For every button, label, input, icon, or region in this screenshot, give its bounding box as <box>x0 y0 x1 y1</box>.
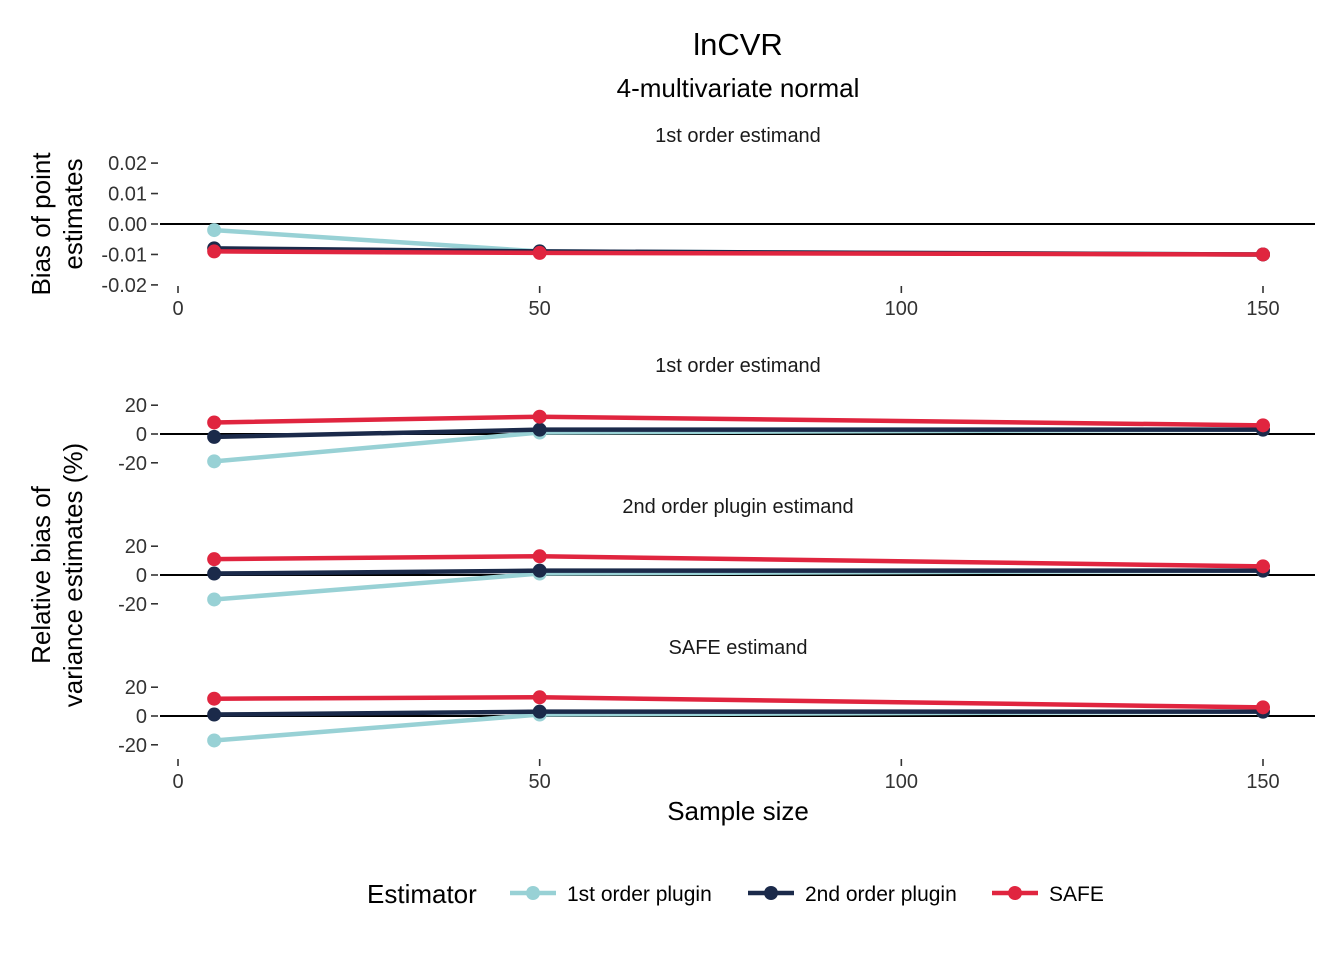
panel-3-x-tick-label: 50 <box>529 771 551 793</box>
panel-2-point-safe <box>207 552 222 567</box>
panel-2-point-1st-order-plugin <box>207 592 222 607</box>
panel-1-point-safe <box>207 415 222 430</box>
legend: Estimator 1st order plugin 2nd order plug… <box>367 879 1104 909</box>
panel-0-point-safe <box>207 244 222 259</box>
panel-1-point-2nd-order-plugin <box>207 429 222 444</box>
legend-key-point-2nd-order-plugin <box>764 886 778 900</box>
panel-2-y-tick-label: 20 <box>125 536 147 558</box>
panel-2-point-2nd-order-plugin <box>207 566 222 581</box>
y-axis-label-top-line2: estimates <box>58 158 88 269</box>
panel-2-strip-label: 2nd order plugin estimand <box>622 496 853 518</box>
legend-label-2nd-order-plugin: 2nd order plugin <box>805 883 957 906</box>
panel-0-x-tick-label: 100 <box>885 298 918 320</box>
panel-3-series-line-safe <box>214 695 1264 710</box>
panel-0-x-tick-label: 150 <box>1246 298 1279 320</box>
panel-3-x-tick-label: 150 <box>1246 771 1279 793</box>
panel-3-y-tick-label: 20 <box>125 677 147 699</box>
panel-0-y-tick-label: 0.00 <box>108 214 147 236</box>
y-axis-label-lower-line2: variance estimates (%) <box>58 443 88 707</box>
panel-0-strip-label: 1st order estimand <box>655 125 821 147</box>
panel-1-y-tick-label: 0 <box>136 424 147 446</box>
panel-2-y-tick-label: -20 <box>118 594 147 616</box>
panel-3-y-tick-label: -20 <box>118 735 147 757</box>
panel-3-strip-label: SAFE estimand <box>669 637 808 659</box>
panel-0-y-tick-label: -0.01 <box>101 244 147 266</box>
panel-3-point-safe <box>532 690 547 705</box>
legend-label-safe: SAFE <box>1049 883 1104 906</box>
panel-3-point-2nd-order-plugin <box>207 707 222 722</box>
panel-0-x-tick-label: 0 <box>172 298 183 320</box>
panel-2-point-safe <box>1256 559 1270 574</box>
panel-1-point-1st-order-plugin <box>207 454 222 469</box>
panel-0-y-tick-label: -0.02 <box>101 275 147 297</box>
panel-1-y-tick-label: 20 <box>125 395 147 417</box>
panel-1-point-safe <box>1256 418 1270 433</box>
panel-3-x-tick-label: 0 <box>172 771 183 793</box>
panel-2-series-line-safe <box>214 554 1264 569</box>
panel-1-point-safe <box>532 409 547 424</box>
panel-1-strip-label: 1st order estimand <box>655 355 821 377</box>
y-axis-label-top-line1: Bias of point <box>26 152 56 296</box>
panel-3-point-safe <box>1256 700 1270 715</box>
panel-0-y-tick-label: 0.01 <box>108 184 147 206</box>
panel-0-point-1st-order-plugin <box>207 223 222 238</box>
panels-group: 1st order estimand 0.02 0.01 0.00 -0.01 -0.02… <box>101 125 1315 793</box>
panel-3-x-tick-label: 100 <box>885 771 918 793</box>
panel-1-point-2nd-order-plugin <box>532 422 547 437</box>
panel-2-point-2nd-order-plugin <box>532 563 547 578</box>
legend-title: Estimator <box>367 879 477 909</box>
panel-2-y-tick-label: 0 <box>136 565 147 587</box>
panel-3-point-1st-order-plugin <box>207 733 222 748</box>
panel-0-y-tick-label: 0.02 <box>108 153 147 175</box>
panel-3-point-safe <box>207 691 222 706</box>
panel-2-point-safe <box>532 549 547 564</box>
panel-0-x-tick-label: 50 <box>529 298 551 320</box>
chart-title: lnCVR <box>693 27 783 62</box>
legend-key-point-safe <box>1008 886 1022 900</box>
panel-0-point-safe <box>532 245 547 260</box>
legend-key-point-1st-order-plugin <box>526 886 540 900</box>
panel-1-series-line-safe <box>214 414 1264 428</box>
panel-3-y-tick-label: 0 <box>136 706 147 728</box>
chart-subtitle: 4-multivariate normal <box>617 73 860 103</box>
panel-3-point-2nd-order-plugin <box>532 704 547 719</box>
y-axis-label-lower-line1: Relative bias of <box>26 485 56 664</box>
panel-1-y-tick-label: -20 <box>118 453 147 475</box>
legend-label-1st-order-plugin: 1st order plugin <box>567 883 712 906</box>
panel-0-point-safe <box>1256 247 1270 262</box>
x-axis-label: Sample size <box>667 796 809 826</box>
